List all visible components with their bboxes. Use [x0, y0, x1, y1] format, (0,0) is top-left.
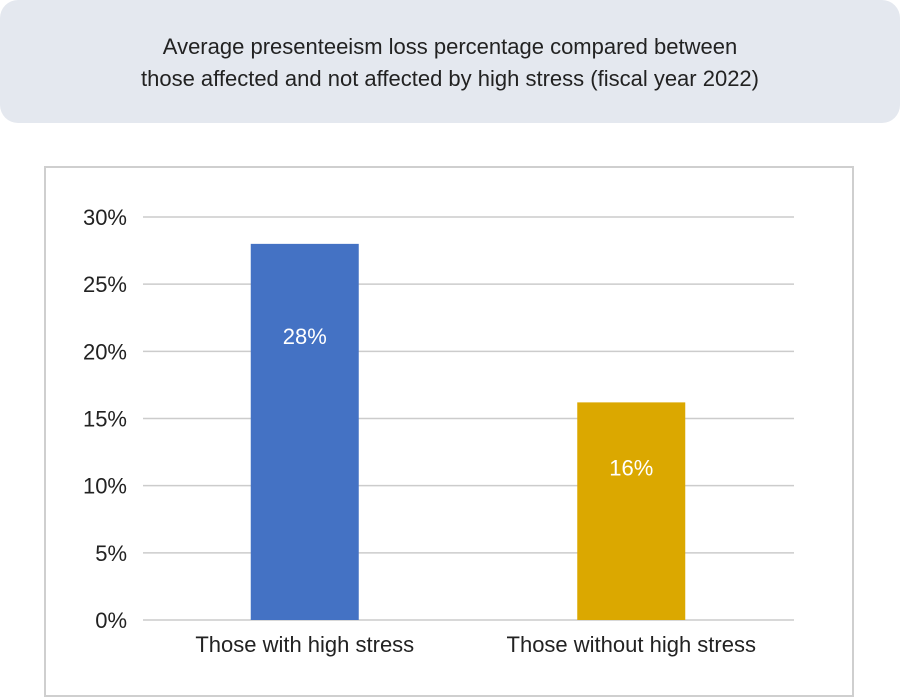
y-axis-ticks: 0% 5% 10% 15% 20% 25% 30% [83, 205, 127, 633]
y-tick-label: 10% [83, 474, 127, 499]
chart-title-line-1: Average presenteeism loss percentage com… [162, 34, 738, 59]
bars [250, 243, 686, 620]
category-label: Those with high stress [195, 632, 414, 657]
y-tick-label: 25% [83, 272, 127, 297]
bar-data-label: 28% [283, 324, 327, 349]
category-labels: Those with high stress Those without high… [195, 632, 756, 657]
gridlines [143, 216, 794, 621]
bar [577, 402, 686, 620]
y-tick-label: 15% [83, 407, 127, 432]
y-tick-label: 20% [83, 339, 127, 364]
chart-title-line-2: those affected and not affected by high … [140, 66, 759, 91]
chart-frame [44, 166, 854, 697]
chart-title-box: Average presenteeism loss percentage com… [0, 0, 900, 123]
y-tick-label: 5% [95, 541, 127, 566]
bar [250, 243, 359, 620]
category-label: Those without high stress [507, 632, 756, 657]
y-tick-label: 30% [83, 205, 127, 230]
data-labels: 28% 16% [283, 324, 654, 481]
y-tick-label: 0% [95, 608, 127, 633]
bar-data-label: 16% [609, 456, 653, 481]
